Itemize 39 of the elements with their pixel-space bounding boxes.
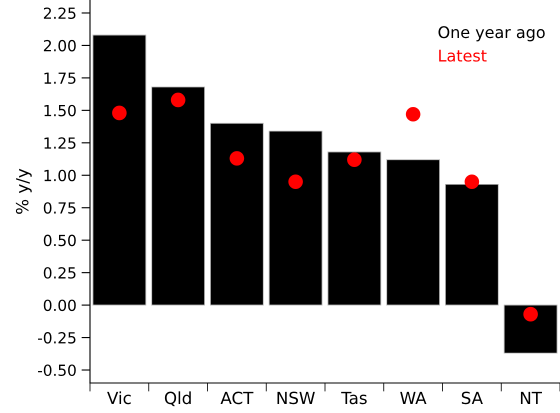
bar [386, 159, 440, 306]
bar [268, 130, 322, 306]
y-tick-label: 0.00 [44, 300, 76, 312]
bar [445, 184, 499, 306]
point [288, 174, 303, 190]
x-tick-label: SA [462, 392, 483, 404]
text: Latest [439, 50, 487, 62]
y-tick-label: 2.00 [44, 40, 76, 52]
x-tick-label: Vic [107, 391, 131, 404]
y-tick-label: 1.75 [44, 72, 76, 84]
x-tick-label: Qld [164, 391, 191, 406]
y-tick-label: 0.25 [44, 267, 76, 279]
y-tick-label: 0.50 [44, 234, 76, 246]
text: One year ago [438, 26, 545, 42]
x-tick-label: NT [520, 392, 542, 404]
y-tick-label: 1.50 [44, 104, 76, 116]
x-tick-label: ACT [220, 392, 254, 404]
y-tick-label: 1.25 [44, 137, 76, 149]
bar [92, 34, 146, 306]
x-tick-label: WA [400, 392, 426, 404]
point [406, 106, 420, 122]
point [347, 152, 362, 167]
y-tick-label: 1.00 [44, 170, 76, 182]
bar [210, 122, 264, 306]
point [170, 92, 186, 108]
point [464, 174, 480, 190]
bar [151, 86, 205, 306]
bar [328, 151, 382, 306]
point [112, 106, 127, 120]
y-axis-title: % y/y [16, 168, 32, 214]
x-tick-label: Tas [341, 392, 367, 404]
point [523, 306, 538, 322]
y-tick-label: 0.75 [44, 202, 76, 214]
y-tick-label: 2.25 [44, 7, 76, 20]
bar [504, 304, 558, 354]
x-tick-label: NSW [277, 392, 315, 404]
y-tick-label: -0.50 [38, 364, 76, 376]
y-tick-label: -0.25 [38, 332, 76, 344]
point [230, 151, 244, 166]
